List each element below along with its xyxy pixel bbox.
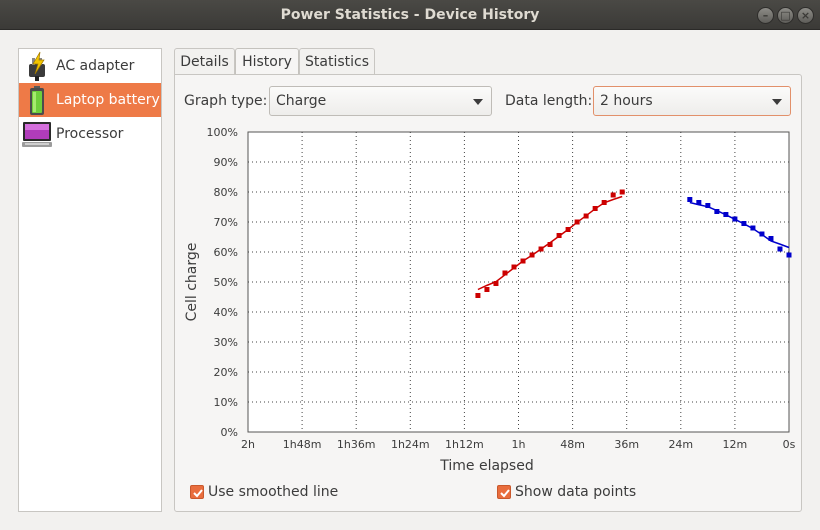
- device-item-ac-adapter[interactable]: AC adapter: [19, 49, 161, 83]
- series-1-data-point: [786, 252, 792, 258]
- checkmark-icon: [500, 489, 510, 498]
- series-0-data-point: [493, 281, 499, 286]
- x-axis-label: Time elapsed: [439, 458, 533, 474]
- series-0-data-point: [529, 252, 535, 258]
- series-1-data-point: [732, 216, 738, 222]
- series-0-data-point: [520, 258, 526, 264]
- y-tick-labels: 100% 90% 80% 70% 60% 50% 40% 30% 20% 10% 0%: [207, 126, 238, 439]
- processor-icon: [21, 118, 53, 150]
- device-item-label: AC adapter: [56, 58, 135, 74]
- graph-type-select[interactable]: Charge: [269, 86, 492, 116]
- tab-statistics[interactable]: Statistics: [299, 48, 375, 75]
- series-layer: [475, 189, 792, 298]
- smoothed-line-label[interactable]: Use smoothed line: [208, 484, 339, 500]
- series-0-data-point: [574, 219, 580, 225]
- series-0-data-point: [556, 233, 562, 238]
- series-0-data-point: [565, 227, 571, 232]
- x-tick-label: 1h48m: [283, 438, 322, 451]
- x-tick-label: 0s: [783, 438, 796, 451]
- series-0-data-point: [511, 264, 517, 270]
- device-item-laptop-battery[interactable]: Laptop battery: [19, 83, 161, 117]
- close-button[interactable]: ×: [797, 7, 814, 24]
- device-item-processor[interactable]: Processor: [19, 117, 161, 151]
- x-tick-label: 2h: [241, 438, 255, 451]
- device-item-label: Laptop battery: [56, 92, 160, 108]
- x-tick-label: 1h: [512, 438, 526, 451]
- y-tick-label: 60%: [214, 246, 238, 259]
- series-1-data-point: [777, 246, 783, 252]
- maximize-button[interactable]: □: [777, 7, 794, 24]
- series-1-data-point: [741, 221, 747, 226]
- ac-adapter-icon: [21, 50, 53, 82]
- tab-details[interactable]: Details: [174, 48, 235, 75]
- y-tick-label: 100%: [207, 126, 238, 139]
- series-0-data-point: [601, 200, 607, 205]
- series-0-data-point: [610, 192, 616, 198]
- series-0-data-point: [484, 287, 490, 292]
- x-tick-label: 12m: [723, 438, 748, 451]
- y-tick-label: 0%: [221, 426, 238, 439]
- chevron-down-icon: [473, 99, 483, 105]
- device-list: AC adapter Laptop battery Processor: [18, 48, 162, 512]
- x-tick-label: 1h36m: [337, 438, 376, 451]
- y-tick-label: 50%: [214, 276, 238, 289]
- x-tick-label: 1h12m: [445, 438, 484, 451]
- series-0-data-point: [583, 213, 589, 219]
- series-1-data-point: [723, 212, 729, 217]
- y-axis-label: Cell charge: [184, 243, 200, 322]
- y-tick-label: 80%: [214, 186, 238, 199]
- y-tick-label: 30%: [214, 336, 238, 349]
- device-item-label: Processor: [56, 126, 124, 142]
- series-1-data-point: [750, 225, 756, 231]
- data-points-label[interactable]: Show data points: [515, 484, 637, 500]
- data-length-value: 2 hours: [600, 93, 653, 109]
- data-length-label: Data length:: [505, 93, 593, 109]
- x-tick-labels: 2h 1h48m 1h36m 1h24m 1h12m 1h 48m 36m 24m 12m 0s: [241, 438, 796, 451]
- series-1-data-point: [759, 231, 765, 237]
- x-tick-label: 1h24m: [391, 438, 430, 451]
- y-tick-label: 40%: [214, 306, 238, 319]
- series-1-data-point: [696, 200, 702, 205]
- series-1-data-point: [714, 209, 720, 214]
- y-tick-label: 70%: [214, 216, 238, 229]
- tab-history[interactable]: History: [235, 48, 299, 76]
- title-bar: Power Statistics - Device History – □ ×: [0, 0, 820, 30]
- data-length-select[interactable]: 2 hours: [593, 86, 791, 116]
- data-points-checkbox[interactable]: [497, 485, 511, 499]
- y-tick-label: 10%: [214, 396, 238, 409]
- checkmark-icon: [193, 489, 203, 498]
- graph-type-value: Charge: [276, 93, 327, 109]
- series-0-data-point: [475, 293, 481, 298]
- window-title: Power Statistics - Device History: [280, 7, 540, 23]
- minimize-button[interactable]: –: [757, 7, 774, 24]
- y-tick-label: 20%: [214, 366, 238, 379]
- x-tick-label: 48m: [560, 438, 585, 451]
- series-1-data-point: [687, 197, 693, 202]
- battery-icon: [21, 84, 53, 116]
- series-0-data-point: [502, 270, 508, 276]
- x-tick-label: 24m: [668, 438, 693, 451]
- graph-type-label: Graph type:: [184, 93, 268, 109]
- series-1-data-point: [768, 236, 774, 241]
- series-0-data-point: [547, 242, 553, 247]
- smoothed-line-checkbox[interactable]: [190, 485, 204, 499]
- series-0-data-point: [619, 189, 625, 195]
- chevron-down-icon: [772, 99, 782, 105]
- x-tick-label: 36m: [614, 438, 639, 451]
- y-tick-label: 90%: [214, 156, 238, 169]
- series-1-data-point: [705, 203, 711, 208]
- series-0-data-point: [538, 246, 544, 252]
- charge-history-chart: 100%90%80%70%60%50%40%30%20%10%0% 2h 1h48…: [184, 126, 796, 474]
- plot-area: [247, 131, 790, 433]
- series-0-data-point: [592, 206, 598, 211]
